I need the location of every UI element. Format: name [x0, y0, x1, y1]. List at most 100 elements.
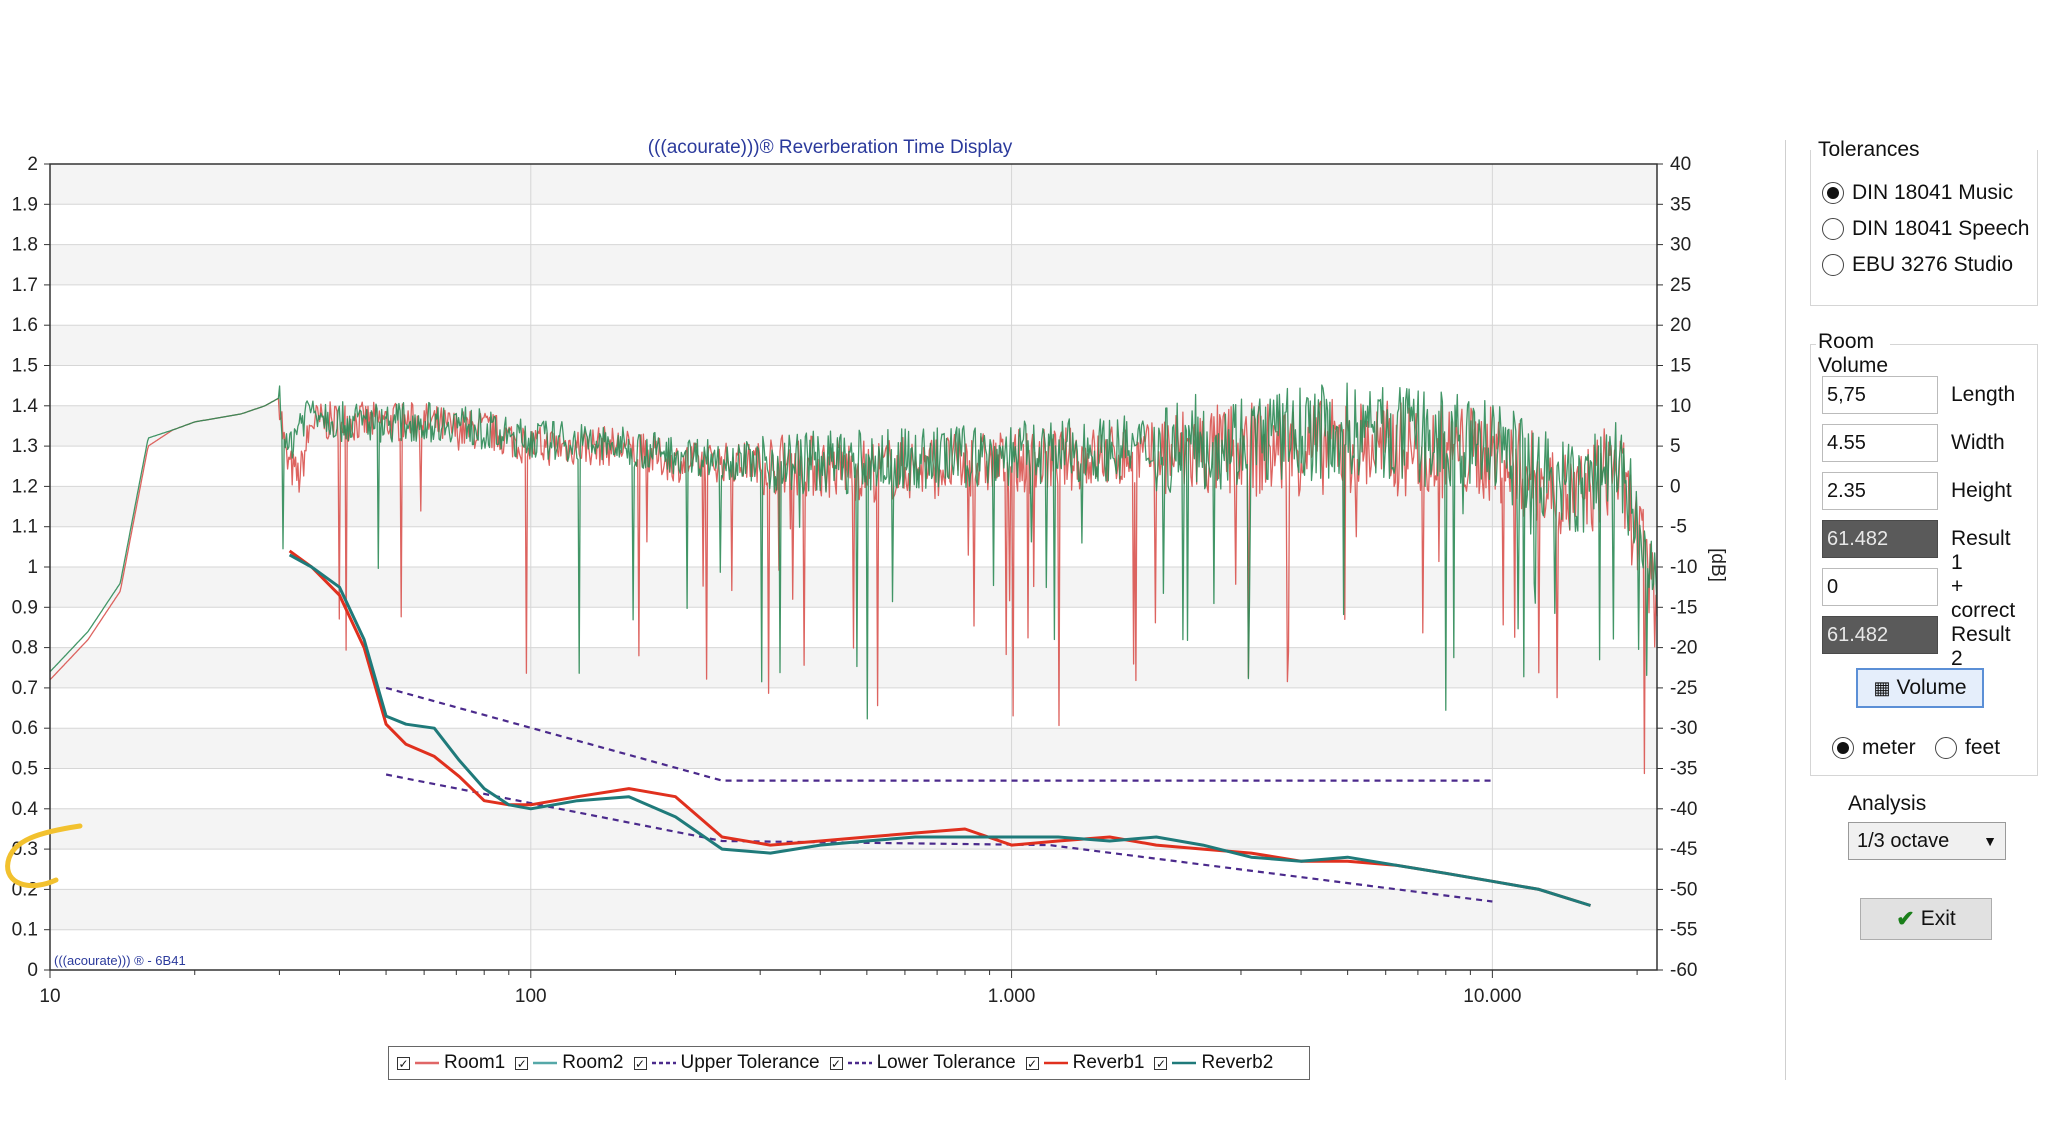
y-right-tick-label: -5 — [1670, 517, 1687, 538]
radio-button[interactable] — [1832, 737, 1854, 759]
y-left-tick-label: 1 — [27, 557, 38, 578]
series-line-room1 — [49, 397, 1658, 775]
y-right-axis-label: [dB] — [1707, 548, 1728, 582]
y-right-tick-label: -30 — [1670, 718, 1697, 739]
room-volume-field[interactable]: 4.55 — [1822, 424, 1938, 462]
room-volume-field[interactable]: 2.35 — [1822, 472, 1938, 510]
analysis-select-value: 1/3 octave — [1857, 829, 1950, 852]
chart-title: (((acourate)))® Reverberation Time Displ… — [648, 137, 1013, 158]
legend-swatch — [415, 1061, 439, 1065]
grid-band — [50, 687, 1657, 729]
volume-button[interactable]: ▦ Volume — [1856, 668, 1984, 708]
legend-swatch — [651, 1061, 676, 1065]
tolerance-option-label: DIN 18041 Speech — [1852, 217, 2030, 240]
grid-band — [50, 889, 1657, 930]
legend-label: Room1 — [444, 1052, 506, 1073]
legend-label: Room2 — [562, 1052, 624, 1073]
grid-band — [50, 849, 1657, 890]
tolerance-option[interactable]: DIN 18041 Music — [1822, 181, 2013, 205]
exit-button[interactable]: ✔ Exit — [1860, 898, 1992, 940]
unit-option[interactable]: meter — [1832, 736, 1916, 760]
tolerances-group — [1810, 150, 2038, 306]
room-volume-title: Room Volume — [1816, 330, 1891, 378]
legend-item[interactable]: ✓ Reverb1 — [1025, 1052, 1145, 1074]
y-right-tick-label: -45 — [1670, 839, 1697, 860]
legend-checkbox[interactable]: ✓ — [1025, 1056, 1039, 1071]
legend-label: Reverb2 — [1201, 1052, 1274, 1073]
grid-band — [50, 486, 1657, 527]
legend-checkbox[interactable]: ✓ — [633, 1056, 647, 1071]
x-tick-label: 10 — [39, 986, 60, 1007]
analysis-label: Analysis — [1848, 792, 1927, 815]
grid-band — [50, 204, 1657, 245]
y-right-tick-label: -25 — [1670, 678, 1697, 699]
y-left-tick-label: 1.9 — [12, 194, 38, 215]
room-volume-field[interactable]: 0 — [1822, 568, 1938, 606]
grid-band — [50, 365, 1657, 406]
y-right-tick-label: 10 — [1670, 396, 1691, 417]
legend-item[interactable]: ✓ Lower Tolerance — [829, 1052, 1016, 1074]
legend-label: Reverb1 — [1072, 1052, 1145, 1073]
y-right-tick-label: 40 — [1670, 154, 1691, 175]
room-volume-field[interactable]: 61.482 — [1822, 616, 1938, 654]
y-left-tick-label: 0.5 — [12, 759, 38, 780]
radio-button[interactable] — [1822, 182, 1844, 204]
unit-option[interactable]: feet — [1935, 736, 2000, 760]
legend-checkbox[interactable]: ✓ — [397, 1056, 410, 1071]
y-left-tick-label: 0.9 — [12, 597, 38, 618]
x-tick-label: 10.000 — [1463, 986, 1521, 1007]
room-volume-field-label: Result 2 — [1951, 623, 2011, 670]
legend-item[interactable]: ✓ Reverb2 — [1154, 1052, 1273, 1074]
radio-button[interactable] — [1822, 218, 1844, 240]
radio-button[interactable] — [1935, 737, 1957, 759]
room-volume-field-label: Width — [1951, 431, 2005, 454]
checkmark-icon: ✔ — [1896, 906, 1915, 931]
y-left-tick-label: 0.1 — [12, 920, 38, 941]
grid-band — [50, 929, 1657, 970]
legend-item[interactable]: ✓ Room2 — [515, 1052, 624, 1074]
y-right-tick-label: -40 — [1670, 799, 1697, 820]
y-right-tick-label: -60 — [1670, 960, 1697, 981]
y-right-tick-label: -15 — [1670, 597, 1697, 618]
y-right-tick-label: -35 — [1670, 759, 1697, 780]
legend-item[interactable]: ✓ Upper Tolerance — [633, 1052, 820, 1074]
room-volume-field[interactable]: 61.482 — [1822, 520, 1938, 558]
tolerance-option[interactable]: EBU 3276 Studio — [1822, 253, 2013, 277]
grid-band — [50, 164, 1657, 205]
legend-checkbox[interactable]: ✓ — [1154, 1056, 1168, 1071]
side-panel-divider — [1785, 140, 1786, 1080]
y-right-tick-label: -55 — [1670, 920, 1697, 941]
y-left-tick-label: 1.8 — [12, 235, 38, 256]
exit-button-label: Exit — [1920, 907, 1956, 930]
x-tick-label: 1.000 — [988, 986, 1036, 1007]
series-line-room2 — [49, 382, 1658, 720]
plot-frame — [49, 163, 1658, 971]
unit-option-label: feet — [1965, 736, 2001, 759]
calculator-icon: ▦ — [1873, 677, 1891, 698]
series-line-lower-tolerance — [385, 773, 1493, 903]
y-left-tick-label: 1.4 — [12, 396, 39, 417]
legend-item[interactable]: ✓ Room1 — [397, 1052, 505, 1074]
y-right-tick-label: 25 — [1670, 275, 1691, 296]
tolerance-option[interactable]: DIN 18041 Speech — [1822, 217, 2029, 241]
legend-checkbox[interactable]: ✓ — [829, 1056, 843, 1071]
legend-checkbox[interactable]: ✓ — [515, 1056, 529, 1071]
y-left-tick-label: 1.2 — [12, 476, 38, 497]
analysis-select[interactable]: 1/3 octave ▼ — [1848, 822, 2006, 860]
y-left-tick-label: 0 — [27, 960, 38, 981]
unit-option-label: meter — [1862, 736, 1916, 759]
y-left-tick-label: 0.6 — [12, 718, 38, 739]
room-volume-field[interactable]: 5,75 — [1822, 376, 1938, 414]
y-right-tick-label: 5 — [1670, 436, 1681, 457]
chart-watermark: (((acourate))) ® - 6B41 — [54, 953, 186, 968]
highlight-mark — [5, 823, 83, 889]
radio-button[interactable] — [1822, 254, 1844, 276]
y-right-tick-label: 15 — [1670, 356, 1691, 377]
y-left-tick-label: 0.7 — [12, 678, 38, 699]
y-left-tick-label: 1.6 — [12, 315, 38, 336]
y-right-tick-label: 35 — [1670, 194, 1691, 215]
legend-label: Upper Tolerance — [680, 1052, 820, 1073]
y-right-tick-label: -50 — [1670, 879, 1697, 900]
legend-swatch — [1043, 1061, 1068, 1065]
